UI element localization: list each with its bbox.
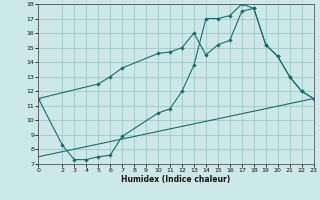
X-axis label: Humidex (Indice chaleur): Humidex (Indice chaleur) [121,175,231,184]
